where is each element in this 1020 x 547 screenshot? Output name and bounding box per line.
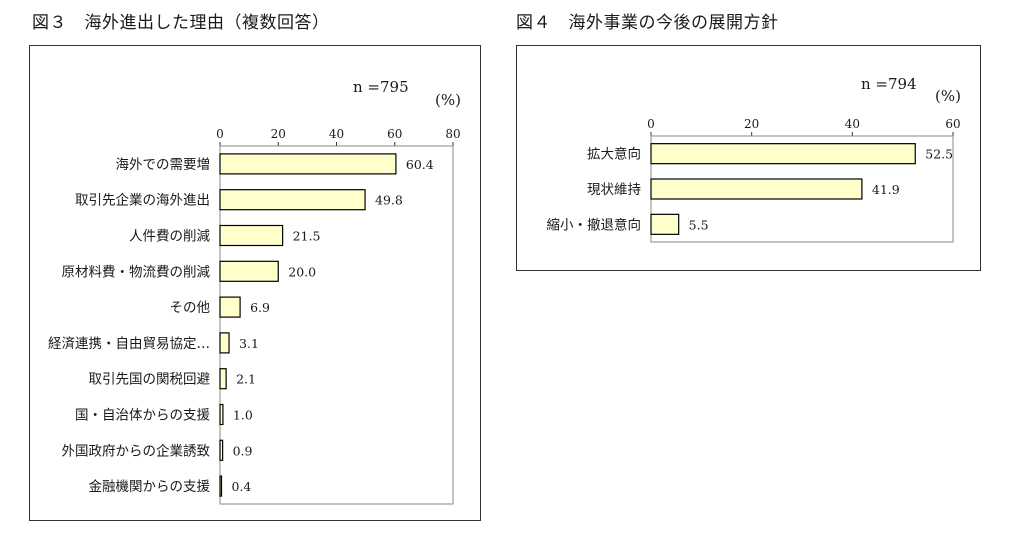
x-tick-label: 40 (845, 117, 860, 131)
value-label: 0.4 (232, 479, 252, 494)
category-label: 現状維持 (587, 182, 641, 198)
category-label: 拡大意向 (587, 146, 641, 163)
unit-label: (%) (435, 91, 461, 109)
policy-bar-chart: n =794 (%) 0 20 40 60 拡大意向 52.5 現状維持 41.9 縮小・撤退意向 5… (547, 75, 961, 243)
figure3-title: 図３ 海外進出した理由（複数回答） (32, 13, 330, 33)
x-tick-label: 60 (387, 127, 402, 141)
unit-label: (%) (935, 87, 961, 105)
value-label: 52.5 (925, 147, 953, 162)
value-label: 2.1 (236, 372, 256, 387)
bar (650, 178, 863, 200)
value-label: 5.5 (689, 217, 709, 232)
category-label: 経済連携・自由貿易協定… (48, 336, 210, 352)
category-label: 金融機関からの支援 (89, 479, 211, 495)
value-label: 41.9 (872, 182, 900, 197)
category-label: 人件費の削減 (129, 228, 210, 245)
bar (219, 224, 284, 247)
bar (650, 213, 680, 235)
category-label: 取引先企業の海外進出 (75, 192, 210, 209)
bar (219, 153, 397, 175)
value-label: 3.1 (239, 336, 259, 351)
category-label: 縮小・撤退意向 (547, 216, 642, 233)
value-label: 6.9 (250, 300, 270, 315)
x-tick-label: 20 (744, 117, 759, 131)
bar (219, 403, 224, 426)
value-label: 1.0 (233, 408, 253, 423)
bar (219, 296, 241, 318)
x-tick-label: 60 (945, 117, 960, 131)
value-label: 20.0 (288, 264, 316, 279)
category-label: その他 (170, 300, 211, 316)
value-label: 49.8 (375, 193, 403, 208)
x-tick-label: 0 (647, 117, 655, 131)
category-label: 海外での需要増 (116, 157, 211, 173)
chart-panel-reasons: n =795 (%) 0 20 40 60 80 海外での需要増 60.4 取引先企業の海外進出 4… (29, 45, 481, 521)
bar (219, 260, 279, 282)
bar (650, 143, 916, 165)
bar (219, 332, 230, 354)
chart-panel-policy: n =794 (%) 0 20 40 60 拡大意向 52.5 現状維持 41.9 縮小・撤退意向 5… (516, 45, 981, 271)
category-label: 原材料費・物流費の削減 (62, 263, 211, 280)
sample-size-label: n =794 (861, 75, 917, 93)
bar (219, 439, 224, 461)
x-tick-label: 20 (271, 127, 286, 141)
category-label: 国・自治体からの支援 (75, 408, 210, 424)
bar (219, 475, 223, 497)
bar (219, 189, 366, 211)
figure4-title: 図４ 海外事業の今後の展開方針 (516, 13, 779, 33)
value-label: 21.5 (293, 229, 321, 244)
sample-size-label: n =795 (353, 78, 409, 96)
bar (219, 368, 227, 390)
x-tick-label: 80 (445, 127, 460, 141)
value-label: 0.9 (233, 443, 253, 458)
reasons-bar-chart: n =795 (%) 0 20 40 60 80 海外での需要増 60.4 取引先企業の海外進出 4… (48, 78, 461, 505)
value-label: 60.4 (406, 157, 434, 172)
plot-area (219, 145, 454, 505)
category-label: 取引先国の関税回避 (89, 372, 211, 388)
x-tick-label: 0 (216, 127, 224, 141)
x-tick-label: 40 (329, 127, 344, 141)
category-label: 外国政府からの企業誘致 (62, 442, 211, 459)
